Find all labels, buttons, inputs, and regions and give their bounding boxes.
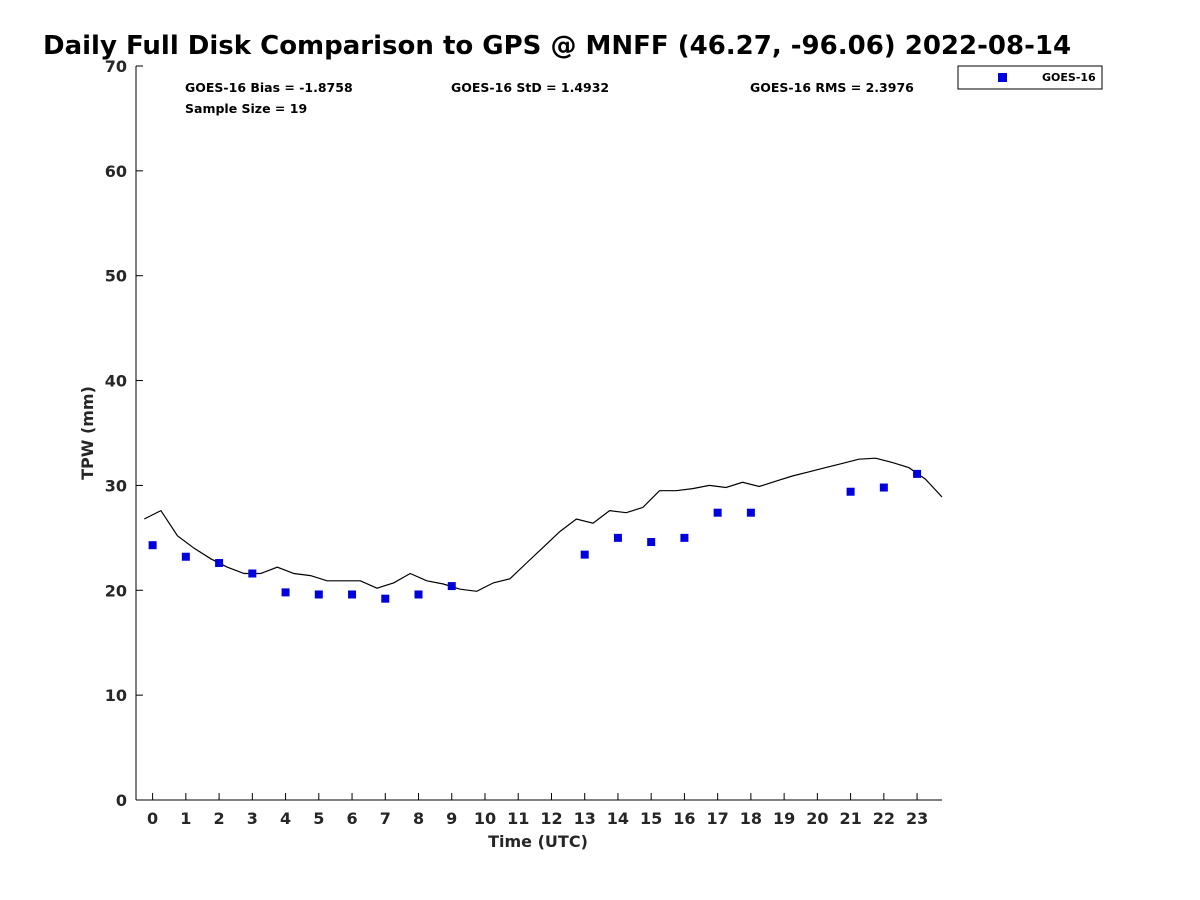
x-axis-ticks: 0 1 2 3 4 5 6 7 8 9 10 11 12 13 14 15 16 17 18 19 20 21 22 23 xyxy=(147,793,928,828)
goes16-data-point xyxy=(680,533,689,542)
x-tick-label: 19 xyxy=(773,809,795,828)
x-tick-label: 14 xyxy=(607,809,629,828)
x-tick-label: 23 xyxy=(906,809,928,828)
bias-stat: GOES-16 Bias = -1.8758 xyxy=(185,80,353,95)
goes16-data-point xyxy=(580,550,589,559)
x-tick-label: 21 xyxy=(839,809,861,828)
y-axis-ticks: 0 10 20 30 40 50 60 70 xyxy=(105,57,143,810)
legend-label-goes16: GOES-16 xyxy=(1042,71,1096,84)
sample-size-stat: Sample Size = 19 xyxy=(185,101,307,116)
plot-area xyxy=(135,66,942,801)
goes16-data-point xyxy=(613,533,622,542)
y-tick-label: 70 xyxy=(105,57,127,76)
x-tick-label: 2 xyxy=(214,809,225,828)
goes16-data-point xyxy=(414,590,423,599)
goes16-data-point xyxy=(879,483,888,492)
x-tick-label: 17 xyxy=(707,809,729,828)
goes16-data-point xyxy=(148,541,157,550)
gps-line-layer xyxy=(144,457,943,592)
rms-stat: GOES-16 RMS = 2.3976 xyxy=(750,80,914,95)
goes16-data-point xyxy=(746,508,755,517)
x-tick-label: 18 xyxy=(740,809,762,828)
x-tick-label: 0 xyxy=(147,809,158,828)
x-tick-label: 9 xyxy=(446,809,457,828)
x-tick-label: 1 xyxy=(180,809,191,828)
y-axis-label: TPW (mm) xyxy=(78,386,97,480)
x-tick-label: 12 xyxy=(540,809,562,828)
legend: GOES-16 xyxy=(957,65,1103,90)
goes16-data-point xyxy=(181,552,190,561)
goes16-marker-layer xyxy=(148,469,922,603)
goes16-data-point xyxy=(281,588,290,597)
y-tick-label: 30 xyxy=(105,476,127,495)
goes16-data-point xyxy=(647,538,656,547)
x-tick-label: 20 xyxy=(806,809,828,828)
goes16-data-point xyxy=(314,590,323,599)
legend-box xyxy=(957,65,1103,90)
chart-title: Daily Full Disk Comparison to GPS @ MNFF… xyxy=(43,31,1071,61)
x-tick-label: 7 xyxy=(380,809,391,828)
x-tick-label: 8 xyxy=(413,809,424,828)
goes16-data-point xyxy=(713,508,722,517)
legend-square-marker-icon xyxy=(998,73,1007,82)
y-tick-label: 40 xyxy=(105,372,127,391)
goes16-data-point xyxy=(447,582,456,591)
y-tick-label: 10 xyxy=(105,686,127,705)
y-tick-label: 0 xyxy=(116,791,127,810)
x-tick-label: 10 xyxy=(474,809,496,828)
goes16-data-point xyxy=(215,559,224,568)
x-tick-label: 6 xyxy=(346,809,357,828)
x-tick-label: 5 xyxy=(313,809,324,828)
gps-tpw-line xyxy=(144,457,943,592)
x-tick-label: 13 xyxy=(574,809,596,828)
y-tick-label: 20 xyxy=(105,581,127,600)
y-tick-label: 50 xyxy=(105,267,127,286)
x-tick-label: 3 xyxy=(247,809,258,828)
y-tick-label: 60 xyxy=(105,162,127,181)
x-tick-label: 11 xyxy=(507,809,529,828)
x-tick-label: 4 xyxy=(280,809,291,828)
x-axis-label: Time (UTC) xyxy=(488,832,588,851)
x-tick-label: 16 xyxy=(673,809,695,828)
x-tick-label: 22 xyxy=(873,809,895,828)
goes16-data-point xyxy=(248,569,257,578)
x-tick-label: 15 xyxy=(640,809,662,828)
goes16-data-point xyxy=(846,487,855,496)
goes16-data-point xyxy=(381,594,390,603)
std-stat: GOES-16 StD = 1.4932 xyxy=(451,80,609,95)
goes16-data-point xyxy=(913,469,922,478)
goes16-data-point xyxy=(348,590,357,599)
